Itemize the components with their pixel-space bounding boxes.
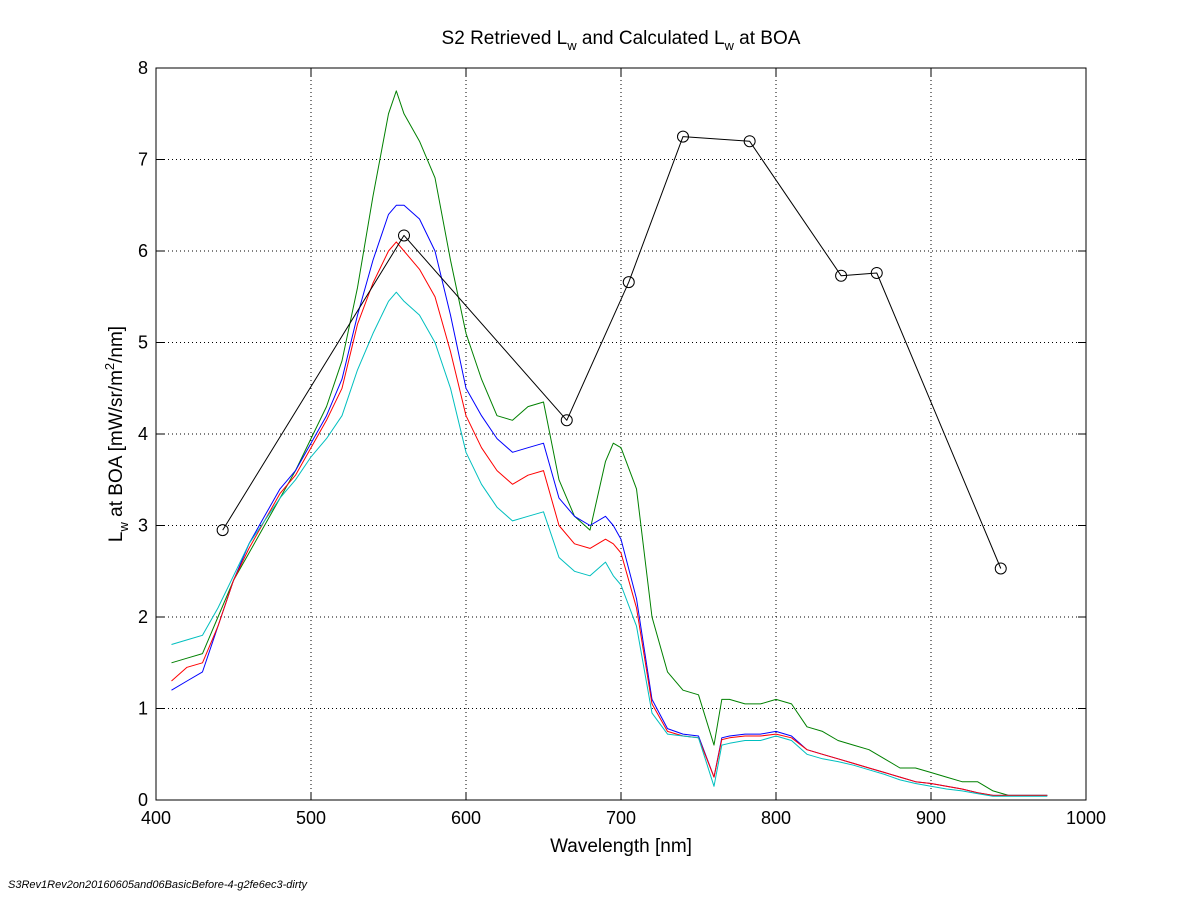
x-tick-label: 400 [141, 808, 171, 828]
x-axis-label: Wavelength [nm] [550, 836, 692, 857]
x-tick-label: 700 [606, 808, 636, 828]
x-tick-label: 500 [296, 808, 326, 828]
data-point-marker [994, 562, 1007, 575]
x-tick-label: 600 [451, 808, 481, 828]
data-point-marker [622, 276, 635, 289]
grid [156, 68, 1086, 800]
data-point-marker [870, 266, 883, 279]
y-tick-label: 6 [138, 241, 148, 261]
series-line-retrieved [222, 136, 1002, 569]
series-group [171, 90, 1048, 797]
data-point-marker [835, 269, 848, 282]
y-tick-label: 7 [138, 150, 148, 170]
data-point-marker [743, 135, 756, 148]
data-point-marker [216, 524, 229, 537]
y-tick-label: 5 [138, 333, 148, 353]
series-line-cyan [171, 291, 1048, 797]
y-tick-label: 1 [138, 699, 148, 719]
y-tick-label: 4 [138, 424, 148, 444]
data-point-marker [560, 414, 573, 427]
series-line-red [171, 241, 1048, 796]
y-tick-label: 8 [138, 58, 148, 78]
data-point-marker [677, 130, 689, 143]
x-tick-label: 900 [916, 808, 946, 828]
y-tick-label: 3 [138, 516, 148, 536]
ticks: 400 500 600 700 800 900 1000 0 1 2 3 4 5 6 7 8 [138, 58, 1106, 828]
chart-title: S2 Retrieved Lw and Calculated Lw at BOA [442, 28, 801, 53]
data-point-marker [398, 229, 410, 242]
y-axis-label: Lw at BOA [mW/sr/m2/nm] [102, 326, 131, 542]
y-tick-label: 2 [138, 607, 148, 627]
x-tick-label: 800 [761, 808, 791, 828]
x-tick-label: 1000 [1066, 808, 1106, 828]
footer-label: S3Rev1Rev2on20160605and06BasicBefore-4-g… [8, 879, 309, 891]
y-tick-label: 0 [138, 790, 148, 810]
series-line-green [171, 90, 1048, 796]
